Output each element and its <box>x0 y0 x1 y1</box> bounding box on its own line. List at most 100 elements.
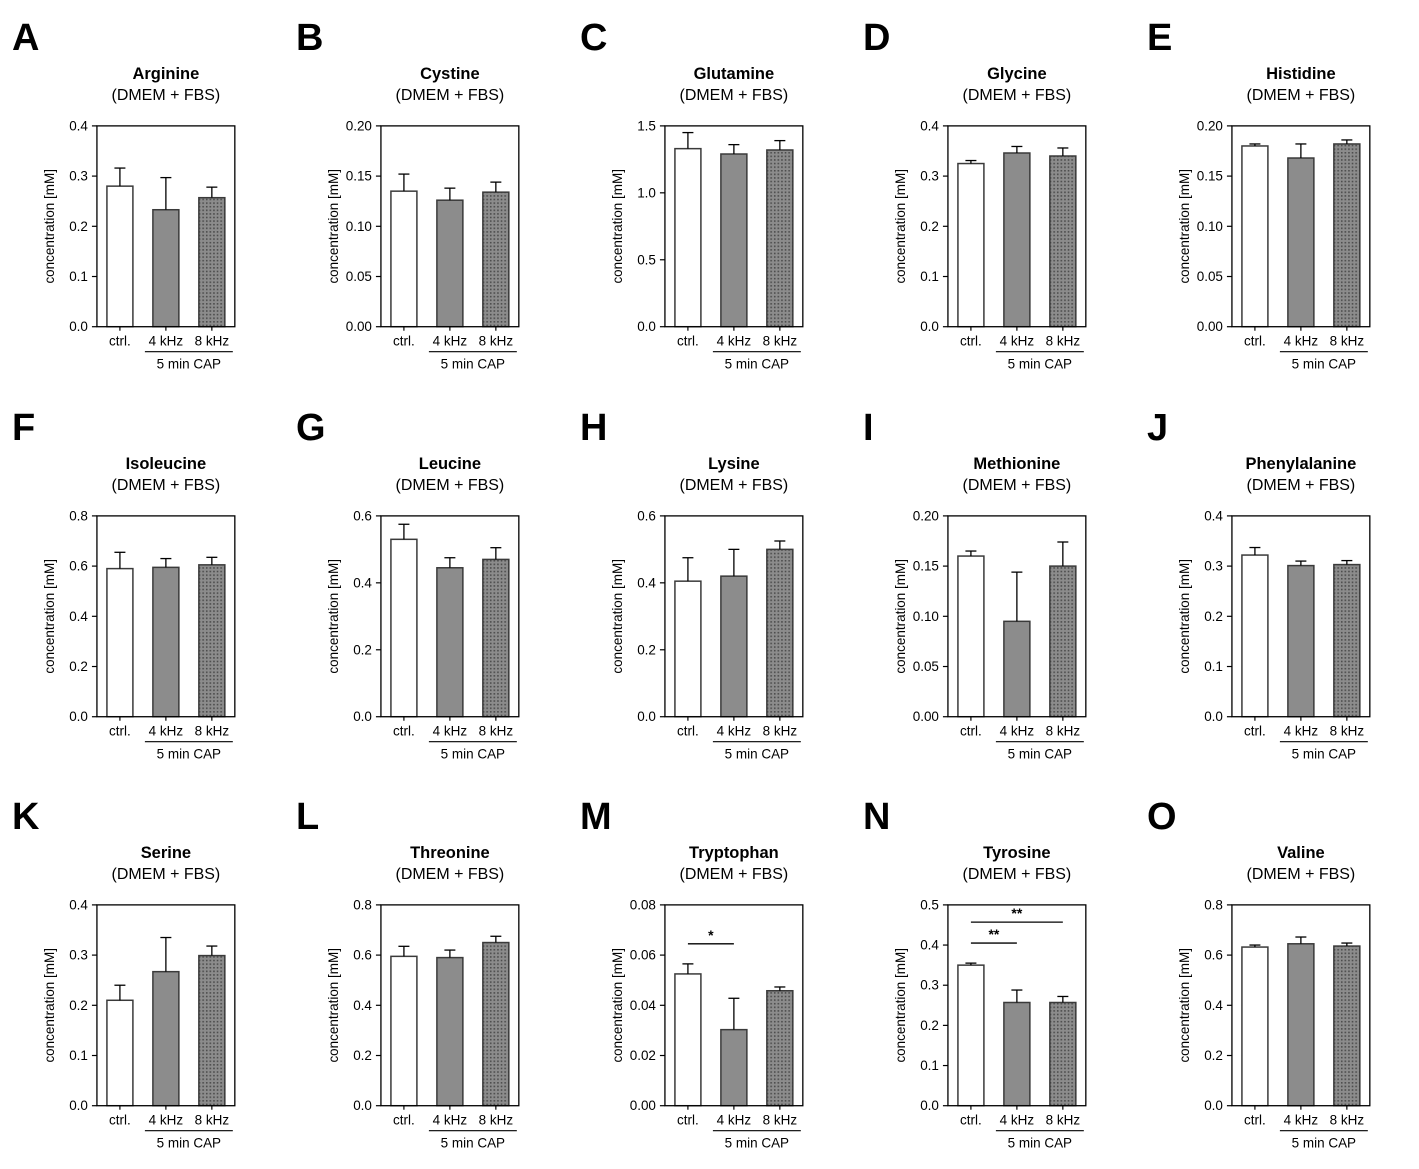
y-tick-label: 0.00 <box>913 709 939 724</box>
y-tick-label: 0.1 <box>69 269 88 284</box>
plot-frame <box>380 514 520 718</box>
y-tick-label: 0.1 <box>921 1058 940 1073</box>
y-tick-label: 0.5 <box>921 898 940 913</box>
x-tick-label: 8 kHz <box>762 1113 797 1128</box>
y-tick-label: 0.0 <box>637 709 656 724</box>
y-axis-label: concentration [mM] <box>893 559 908 674</box>
x-tick-label: 4 kHz <box>1284 1113 1319 1128</box>
plot-frame <box>380 904 520 1107</box>
bar-8khz <box>198 563 226 718</box>
y-tick-label: 0.4 <box>637 575 656 590</box>
bar-ctrl <box>106 567 134 718</box>
chart-threonine: L Threonine (DMEM + FBS) concentration [mM]… <box>296 796 520 1151</box>
group-label: 5 min CAP <box>1008 1136 1072 1151</box>
x-tick-label: 4 kHz <box>1284 723 1319 738</box>
x-tick-label: ctrl. <box>1244 1113 1266 1128</box>
y-tick-label: 0.8 <box>69 508 88 523</box>
y-tick-label: 0.2 <box>69 659 88 674</box>
panel-letter: E <box>1147 17 1172 59</box>
y-tick-label: 0.04 <box>629 998 656 1013</box>
x-tick-label: 4 kHz <box>1000 1113 1035 1128</box>
y-tick-label: 0.10 <box>1197 219 1223 234</box>
x-tick-label: ctrl. <box>393 1113 415 1128</box>
panel-histidine: E Histidine (DMEM + FBS) concentration [mM]… <box>1135 0 1419 390</box>
panel-letter: L <box>296 796 319 838</box>
x-tick-label: ctrl. <box>677 334 699 349</box>
plot-frame <box>96 514 236 718</box>
y-tick-label: 0.3 <box>69 169 88 184</box>
group-label: 5 min CAP <box>440 1136 504 1151</box>
bar-4khz <box>435 566 464 718</box>
y-tick-label: 0.10 <box>913 608 939 623</box>
panel-letter: O <box>1147 796 1177 838</box>
y-tick-label: 0.4 <box>921 938 940 953</box>
x-tick-label: 4 kHz <box>432 1113 467 1128</box>
panel-letter: C <box>580 17 607 59</box>
bar-ctrl <box>957 162 986 328</box>
plot-frame <box>1231 514 1371 718</box>
chart-subtitle: (DMEM + FBS) <box>395 477 504 494</box>
chart-histidine: E Histidine (DMEM + FBS) concentration [mM]… <box>1147 17 1371 372</box>
x-tick-label: ctrl. <box>109 723 131 738</box>
bar-ctrl <box>957 554 986 718</box>
bar-4khz <box>1287 943 1315 1107</box>
x-tick-label: 8 kHz <box>762 723 797 738</box>
x-tick-label: 8 kHz <box>1046 1113 1081 1128</box>
y-tick-label: 0.0 <box>1204 709 1223 724</box>
y-axis-label: concentration [mM] <box>326 169 341 284</box>
x-tick-label: 8 kHz <box>478 334 513 349</box>
y-tick-label: 1.0 <box>637 185 656 200</box>
y-tick-label: 0.2 <box>921 219 940 234</box>
y-axis-label: concentration [mM] <box>42 559 57 674</box>
chart-title: Methionine <box>974 455 1061 473</box>
y-tick-label: 0.1 <box>921 269 940 284</box>
y-tick-label: 0.4 <box>921 118 940 133</box>
bar-4khz <box>152 971 180 1107</box>
x-tick-label: 8 kHz <box>195 1113 230 1128</box>
bar-8khz <box>1049 155 1077 328</box>
chart-subtitle: (DMEM + FBS) <box>1247 87 1356 104</box>
plot-frame <box>1231 125 1371 328</box>
chart-title: Lysine <box>708 455 760 473</box>
y-tick-label: 0.00 <box>1197 319 1223 334</box>
x-tick-label: 4 kHz <box>716 334 751 349</box>
significance-label: ** <box>1012 905 1023 921</box>
y-tick-label: 0.2 <box>69 998 88 1013</box>
panel-tyrosine: N Tyrosine (DMEM + FBS) concentration [mM] 0… <box>851 779 1135 1169</box>
chart-title: Valine <box>1277 844 1325 862</box>
chart-tyrosine: N Tyrosine (DMEM + FBS) concentration [mM] 0… <box>863 796 1087 1151</box>
plot-frame <box>947 125 1087 328</box>
y-tick-label: 0.0 <box>921 1099 940 1114</box>
x-tick-label: 4 kHz <box>716 1113 751 1128</box>
chart-subtitle: (DMEM + FBS) <box>395 87 504 104</box>
y-tick-label: 0.4 <box>1204 998 1223 1013</box>
x-tick-label: 4 kHz <box>716 723 751 738</box>
y-axis-label: concentration [mM] <box>610 559 625 674</box>
chart-cystine: B Cystine (DMEM + FBS) concentration [mM] 0.… <box>296 17 520 372</box>
y-tick-label: 0.0 <box>69 709 88 724</box>
bar-8khz <box>1333 563 1361 718</box>
y-tick-label: 0.6 <box>353 948 372 963</box>
group-label: 5 min CAP <box>1008 746 1072 761</box>
x-tick-label: ctrl. <box>393 723 415 738</box>
panel-phenylalanine: J Phenylalanine (DMEM + FBS) concentration … <box>1135 390 1419 780</box>
y-tick-label: 0.20 <box>346 118 372 133</box>
chart-title: Threonine <box>410 844 490 862</box>
chart-subtitle: (DMEM + FBS) <box>1247 866 1356 883</box>
group-label: 5 min CAP <box>724 357 788 372</box>
chart-isoleucine: F Isoleucine (DMEM + FBS) concentration [mM… <box>12 407 236 761</box>
group-label: 5 min CAP <box>157 746 221 761</box>
bar-4khz <box>1287 157 1315 328</box>
y-tick-label: 0.05 <box>913 659 939 674</box>
bar-4khz <box>1003 1002 1032 1107</box>
y-tick-label: 0.2 <box>353 642 372 657</box>
panel-lysine: H Lysine (DMEM + FBS) concentration [mM] 0.0… <box>568 390 852 780</box>
y-tick-label: 0.3 <box>69 948 88 963</box>
x-tick-label: ctrl. <box>109 334 131 349</box>
y-tick-label: 0.5 <box>637 252 656 267</box>
bar-8khz <box>481 191 510 328</box>
x-tick-label: 8 kHz <box>1046 334 1081 349</box>
bar-8khz <box>1333 143 1361 328</box>
y-axis-label: concentration [mM] <box>42 169 57 284</box>
y-tick-label: 0.05 <box>1197 269 1223 284</box>
